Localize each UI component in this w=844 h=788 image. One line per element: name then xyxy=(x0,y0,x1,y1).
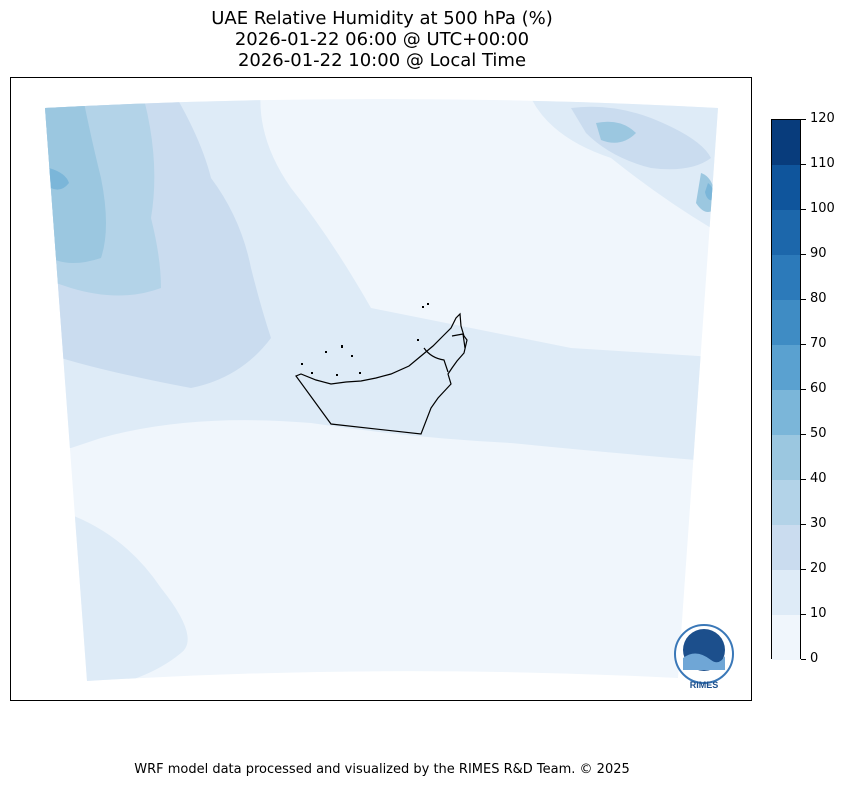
colorbar-tick-label: 50 xyxy=(810,426,827,441)
colorbar-tick xyxy=(801,614,806,615)
title-line-2: 2026-01-22 06:00 @ UTC+00:00 xyxy=(234,29,530,50)
colorbar-tick xyxy=(801,299,806,300)
colorbar-segment xyxy=(772,615,800,660)
contour-40-50 xyxy=(45,99,106,263)
colorbar-tick xyxy=(801,164,806,165)
contour-50-60-nw xyxy=(49,168,69,190)
colorbar-segment xyxy=(772,570,800,615)
humidity-map: RIMES xyxy=(45,99,734,690)
colorbar-tick xyxy=(801,479,806,480)
footer-credit: WRF model data processed and visualized … xyxy=(134,762,630,777)
colorbar-segment xyxy=(772,525,800,570)
colorbar-tick xyxy=(801,344,806,345)
colorbar-tick-label: 10 xyxy=(810,606,827,621)
colorbar-tick-label: 70 xyxy=(810,336,827,351)
colorbar-tick xyxy=(801,569,806,570)
logo-text: RIMES xyxy=(690,680,719,690)
colorbar-tick xyxy=(801,434,806,435)
colorbar-segment xyxy=(772,255,800,300)
contour-40-50-ne xyxy=(596,121,636,143)
colorbar-tick-label: 80 xyxy=(810,291,827,306)
colorbar-tick-label: 90 xyxy=(810,246,827,261)
colorbar-segment xyxy=(772,165,800,210)
colorbar-segment xyxy=(772,210,800,255)
colorbar-tick xyxy=(801,119,806,120)
title-line-1: UAE Relative Humidity at 500 hPa (%) xyxy=(211,8,553,29)
map-panel: RIMES xyxy=(10,77,752,701)
colorbar-tick-label: 60 xyxy=(810,381,827,396)
colorbar-tick-label: 0 xyxy=(810,651,819,666)
colorbar-segment xyxy=(772,390,800,435)
colorbar xyxy=(771,119,801,660)
colorbar-tick xyxy=(801,209,806,210)
title-line-3: 2026-01-22 10:00 @ Local Time xyxy=(237,50,527,71)
contour-10-20-sw xyxy=(51,508,188,681)
colorbar-tick-label: 20 xyxy=(810,561,827,576)
uae-boundary xyxy=(295,312,468,435)
colorbar-tick-label: 40 xyxy=(810,471,827,486)
colorbar-segment xyxy=(772,435,800,480)
uae-islands xyxy=(301,303,429,376)
colorbar-tick xyxy=(801,524,806,525)
colorbar-tick xyxy=(801,389,806,390)
colorbar-tick xyxy=(801,254,806,255)
colorbar-segment xyxy=(772,120,800,165)
colorbar-tick-label: 100 xyxy=(810,201,835,216)
colorbar-segment xyxy=(772,345,800,390)
colorbar-tick xyxy=(801,659,806,660)
colorbar-tick-label: 30 xyxy=(810,516,827,531)
colorbar-segment xyxy=(772,300,800,345)
colorbar-segment xyxy=(772,480,800,525)
rimes-logo: RIMES xyxy=(674,624,734,690)
colorbar-tick-label: 110 xyxy=(810,156,835,171)
colorbar-tick-label: 120 xyxy=(810,111,835,126)
map-title: UAE Relative Humidity at 500 hPa (%) 202… xyxy=(0,8,764,71)
